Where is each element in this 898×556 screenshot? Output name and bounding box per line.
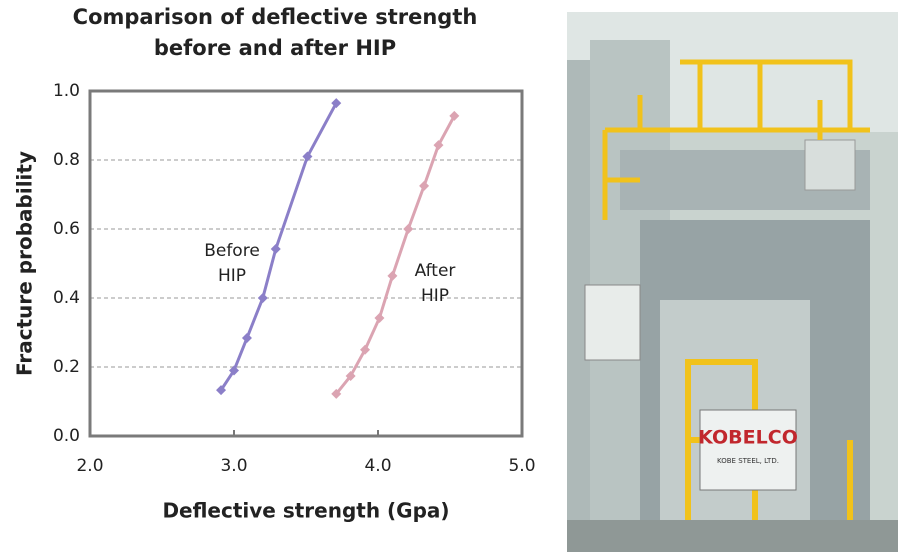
data-point (419, 180, 430, 191)
chart-title: before and after HIP (154, 36, 396, 60)
y-tick-label: 1.0 (53, 81, 80, 101)
chart-title: Comparison of deflective strength (73, 5, 478, 29)
photo-floor (567, 520, 898, 552)
y-tick-label: 0.2 (53, 357, 80, 377)
sign-company: KOBE STEEL, LTD. (717, 457, 779, 465)
data-point (241, 333, 252, 344)
x-tick-label: 4.0 (364, 456, 391, 476)
data-point (360, 344, 371, 355)
y-tick-label: 0.8 (53, 150, 80, 170)
photo-control-panel (584, 284, 641, 361)
series-label: After (415, 261, 456, 281)
x-tick-label: 2.0 (76, 456, 103, 476)
sign-brand: KOBELCO (698, 427, 798, 449)
data-point (374, 313, 385, 324)
data-point (433, 140, 444, 151)
x-tick-label: 5.0 (508, 456, 535, 476)
series-label: HIP (218, 266, 246, 286)
photo: KOBELCO KOBE STEEL, LTD. (567, 12, 898, 552)
data-point (229, 365, 239, 376)
series-label: HIP (421, 286, 449, 306)
x-tick-label: 3.0 (220, 456, 247, 476)
y-tick-label: 0.4 (53, 288, 80, 308)
y-tick-label: 0.6 (53, 219, 80, 239)
y-tick-label: 0.0 (53, 426, 80, 446)
data-point (345, 370, 356, 381)
data-point (449, 110, 460, 121)
data-point (331, 98, 342, 109)
x-axis-label: Deflective strength (Gpa) (162, 499, 449, 523)
data-point (331, 388, 342, 399)
data-point (257, 293, 268, 303)
data-point (403, 224, 414, 234)
data-point (387, 270, 398, 281)
plot-area (90, 91, 522, 436)
data-point (302, 151, 313, 162)
series-label: Before (204, 241, 260, 261)
plot-border (88, 89, 524, 438)
photo-sign (699, 409, 797, 491)
data-point (216, 385, 227, 396)
chart: Comparison of deflective strength before … (13, 5, 536, 523)
photo-railing (602, 59, 870, 220)
y-axis-label: Fracture probability (13, 151, 37, 376)
data-point (270, 244, 281, 255)
photo-box (804, 139, 856, 191)
